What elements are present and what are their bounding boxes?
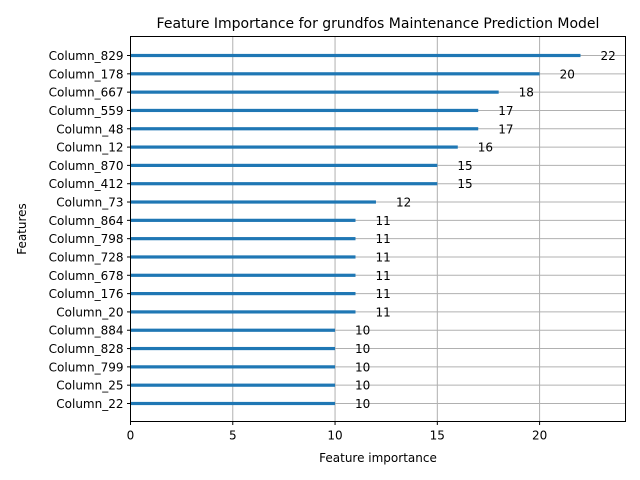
bar — [130, 53, 581, 58]
data-label: 16 — [478, 141, 493, 155]
data-label: 11 — [376, 305, 391, 319]
data-label: 12 — [396, 196, 411, 210]
data-label: 11 — [376, 232, 391, 246]
data-label: 10 — [355, 324, 370, 338]
y-tick-label: Column_22 — [56, 397, 123, 411]
x-ticks: 0 5 10 15 20 — [127, 421, 547, 443]
data-label: 17 — [498, 122, 513, 136]
data-label: 17 — [498, 104, 513, 118]
chart-title: Feature Importance for grundfos Maintena… — [157, 16, 600, 32]
y-tick-label: Column_870 — [49, 159, 124, 173]
data-label: 15 — [457, 177, 472, 191]
data-label: 11 — [376, 287, 391, 301]
x-tick-label: 15 — [430, 429, 445, 443]
data-label: 11 — [376, 214, 391, 228]
plot-frame — [130, 36, 626, 422]
y-tick-label: Column_828 — [49, 342, 124, 356]
y-tick-label: Column_829 — [49, 49, 124, 63]
bar — [130, 292, 356, 296]
bar — [130, 310, 356, 314]
data-label: 11 — [376, 250, 391, 264]
data-label: 18 — [519, 86, 534, 100]
bars — [130, 53, 581, 406]
data-label: 10 — [355, 379, 370, 393]
bar — [130, 273, 356, 277]
data-label: 10 — [355, 342, 370, 356]
y-tick-label: Column_12 — [56, 141, 123, 155]
bar — [130, 163, 438, 167]
bar — [130, 218, 356, 222]
y-tick-label: Column_864 — [49, 214, 124, 228]
data-label: 15 — [457, 159, 472, 173]
y-tick-label: Column_25 — [56, 379, 123, 393]
bar — [130, 401, 336, 406]
x-tick-label: 5 — [229, 429, 237, 443]
y-tick-label: Column_799 — [49, 360, 124, 374]
y-tick-label: Column_678 — [49, 269, 124, 283]
bar — [130, 255, 356, 259]
bar — [130, 72, 540, 76]
y-tick-label: Column_20 — [56, 305, 123, 319]
bar — [130, 200, 376, 204]
y-tick-label: Column_728 — [49, 250, 124, 264]
data-label: 20 — [560, 67, 575, 81]
y-tick-label: Column_176 — [49, 287, 124, 301]
y-axis-label: Features — [15, 203, 29, 255]
bar — [130, 365, 336, 369]
value-labels: 22 20 18 17 17 16 15 15 12 11 11 11 11 11 11 10 10 10 10 10 — [355, 49, 616, 411]
y-tick-label: Column_559 — [49, 104, 124, 118]
data-label: 22 — [601, 49, 616, 63]
x-tick-label: 10 — [327, 429, 342, 443]
x-tick-label: 20 — [532, 429, 547, 443]
y-tick-label: Column_73 — [56, 196, 123, 210]
bar — [130, 145, 458, 149]
bar — [130, 90, 499, 94]
bar — [130, 383, 336, 387]
bar — [130, 328, 336, 332]
x-axis-label: Feature importance — [319, 451, 437, 465]
bar — [130, 237, 356, 241]
bar — [130, 108, 479, 113]
y-tick-label: Column_667 — [49, 86, 124, 100]
grid-lines — [130, 36, 626, 422]
data-label: 10 — [355, 397, 370, 411]
y-tick-marks — [127, 55, 131, 404]
data-label: 11 — [376, 269, 391, 283]
y-tick-labels: Column_829 Column_178 Column_667 Column_559… — [49, 49, 124, 411]
y-tick-label: Column_412 — [49, 177, 124, 191]
y-tick-label: Column_178 — [49, 67, 124, 81]
bar — [130, 182, 438, 186]
bar — [130, 127, 479, 131]
y-tick-label: Column_884 — [49, 324, 124, 338]
x-tick-label: 0 — [127, 429, 135, 443]
bar — [130, 346, 336, 351]
y-tick-label: Column_798 — [49, 232, 124, 246]
data-label: 10 — [355, 360, 370, 374]
y-tick-label: Column_48 — [56, 122, 123, 136]
